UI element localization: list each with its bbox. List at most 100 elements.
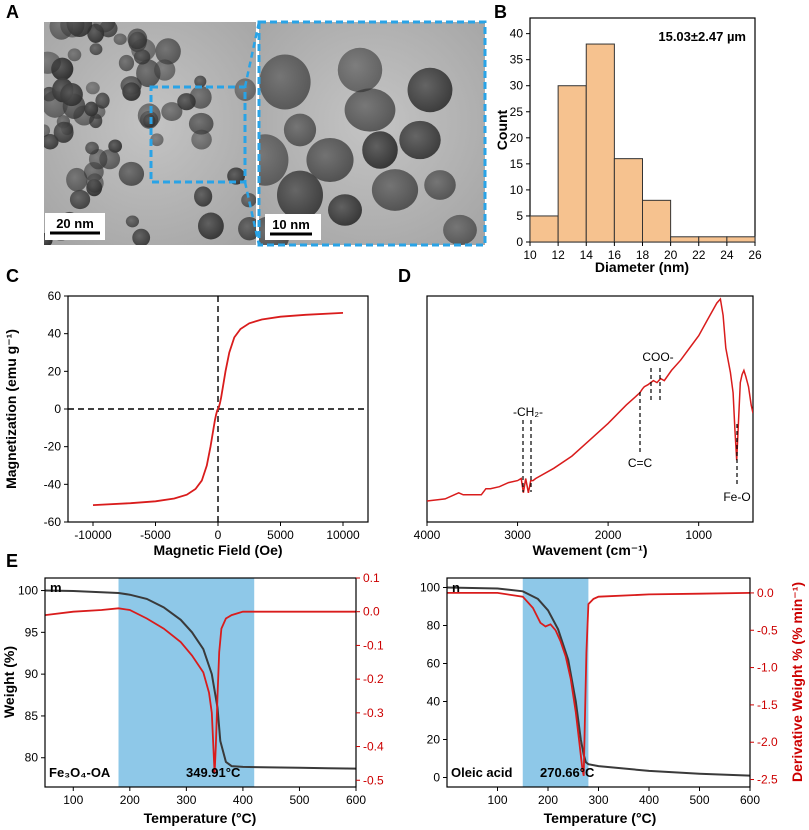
magnetization-y-tick-label: 20 [48,364,62,378]
tga-m-y2-tick-label: -0.3 [363,706,384,720]
nanoparticle [122,82,141,101]
nanoparticle [328,194,362,226]
histogram-bar [698,236,728,243]
zoom-connector-top [243,21,261,88]
tga-n-sample-label: Oleic acid [451,765,512,780]
nanoparticle [108,139,123,153]
nanoparticle [234,78,256,102]
nanoparticle [161,102,183,122]
nanoparticle [132,228,151,245]
tga-m-y-label: Weight (%) [1,646,17,718]
ftir-chart: 4000 3000 2000 1000 -CH₂- C=C COO- Fe-O Wav… [414,295,754,558]
nanoparticle [118,161,145,186]
tga-m-tag: m [50,580,62,595]
ftir-ticks: 4000 3000 2000 1000 [414,522,712,542]
histogram-x-tick-label: 12 [551,248,565,262]
nanoparticle [424,170,456,200]
histogram-y-tick-label: 10 [510,183,524,197]
tga-n-y2-tick-label: -1.5 [757,698,778,712]
tga-m-y-tick-label: 95 [25,625,39,639]
nanoparticle [150,133,164,147]
magnetization-x-label: Magnetic Field (Oe) [153,542,282,558]
nanoparticle [399,120,441,160]
nanoparticle [143,114,156,128]
nanoparticle [60,82,83,107]
magnetization-y-label: Magnetization (emu g⁻¹) [3,329,19,489]
tga-n-y2-label: Derivative Weight % (% min⁻¹) [789,582,805,782]
nanoparticle [194,75,207,88]
tga-n-y2-tick-label: -1.0 [757,661,778,675]
nanoparticle [191,129,212,150]
histogram-chart: 10 12 14 16 18 20 22 24 26 0 5 10 15 20 25 30 35 40 15.03… [494,17,762,275]
histogram-y-tick-label: 35 [510,53,524,67]
histogram-y-tick-label: 30 [510,79,524,93]
nanoparticle [306,137,354,183]
nanoparticle [118,54,135,72]
nanoparticle [85,81,100,95]
histogram-y-tick-label: 20 [510,131,524,145]
nanoparticle [44,51,61,74]
histogram-x-tick-label: 14 [580,248,594,262]
histogram-bar [726,236,756,243]
histogram-bar [529,215,559,243]
tga-n-tag: n [452,580,460,595]
nanoparticle [67,48,82,62]
tga-m-y2-tick-label: -0.5 [363,773,384,787]
hysteresis-curve [92,312,344,506]
tga-n-x-tick-label: 500 [689,793,709,807]
tga-n-y-tick-label: 20 [427,733,441,747]
tga-n-y2-tick-label: -0.5 [757,623,778,637]
tga-m-sample-label: Fe₃O₄-OA [49,765,111,780]
ftir-x-tick-label: 3000 [504,528,531,542]
panel-label-a: A [6,2,19,22]
tga-n-x-tick-label: 400 [639,793,659,807]
histogram-y-label: Count [494,109,510,150]
tga-m-y2-tick-label: -0.1 [363,638,384,652]
tga-n-y-tick-label: 80 [427,619,441,633]
scale-bar-10nm: 10 nm [272,217,310,232]
tga-m-y2-tick-label: -0.2 [363,672,384,686]
nanoparticle [371,169,419,211]
nanoparticle [86,173,104,193]
tga-m-weight-curve [45,589,356,770]
histogram-x-tick-label: 26 [748,248,762,262]
nanoparticle [66,167,88,192]
nanoparticle [53,121,74,143]
nanoparticle [44,133,59,150]
tga-n-x-label: Temperature (°C) [544,810,657,826]
zoom-box [149,85,247,184]
nanoparticle [197,212,224,240]
tga-n-peak-label: 270.66°C [540,765,595,780]
nanoparticle [337,47,383,93]
nanoparticle [443,214,477,245]
scale-bar-20nm: 20 nm [56,216,94,231]
tga-n-y2-tick-label: 0.0 [757,586,774,600]
ftir-x-tick-label: 2000 [595,528,622,542]
nanoparticle [238,216,256,241]
ftir-x-label: Wavement (cm⁻¹) [532,542,647,558]
tga-m-x-tick-label: 200 [120,793,140,807]
tga-m-peak-label: 349.91°C [186,765,241,780]
tga-n-ticks: 100 200 300 400 500 6001008060402000.0-0.5-1.… [420,581,778,808]
tga-n-y-tick-label: 40 [427,695,441,709]
nanoparticle [241,192,256,208]
tga-n-y-tick-label: 60 [427,657,441,671]
tga-n-x-tick-label: 100 [487,793,507,807]
magnetization-x-tick-label: 0 [215,528,222,542]
nanoparticle [154,59,176,81]
magnetization-x-tick-label: 5000 [267,528,294,542]
annotation-coo: COO- [642,350,673,364]
histogram-x-tick-label: 10 [523,248,537,262]
tga-m-shaded-range [118,578,255,787]
tem-image-right: 10 nm [259,22,485,245]
panel-label-c: C [6,266,19,286]
tga-m-derivative-curve [45,607,356,774]
tga-m-x-tick-label: 400 [233,793,253,807]
nanoparticle [188,112,214,135]
tga-chart-n: 100 200 300 400 500 6001008060402000.0-0.5-1.… [420,577,805,826]
panel-label-b: B [494,2,507,22]
tga-m-ticks: 100 200 300 400 500 600 100 95 90 85 80 0.1 0.0 -0.1 -… [18,571,384,807]
histogram-y-tick-label: 5 [516,209,523,223]
histogram-x-tick-label: 16 [608,248,622,262]
